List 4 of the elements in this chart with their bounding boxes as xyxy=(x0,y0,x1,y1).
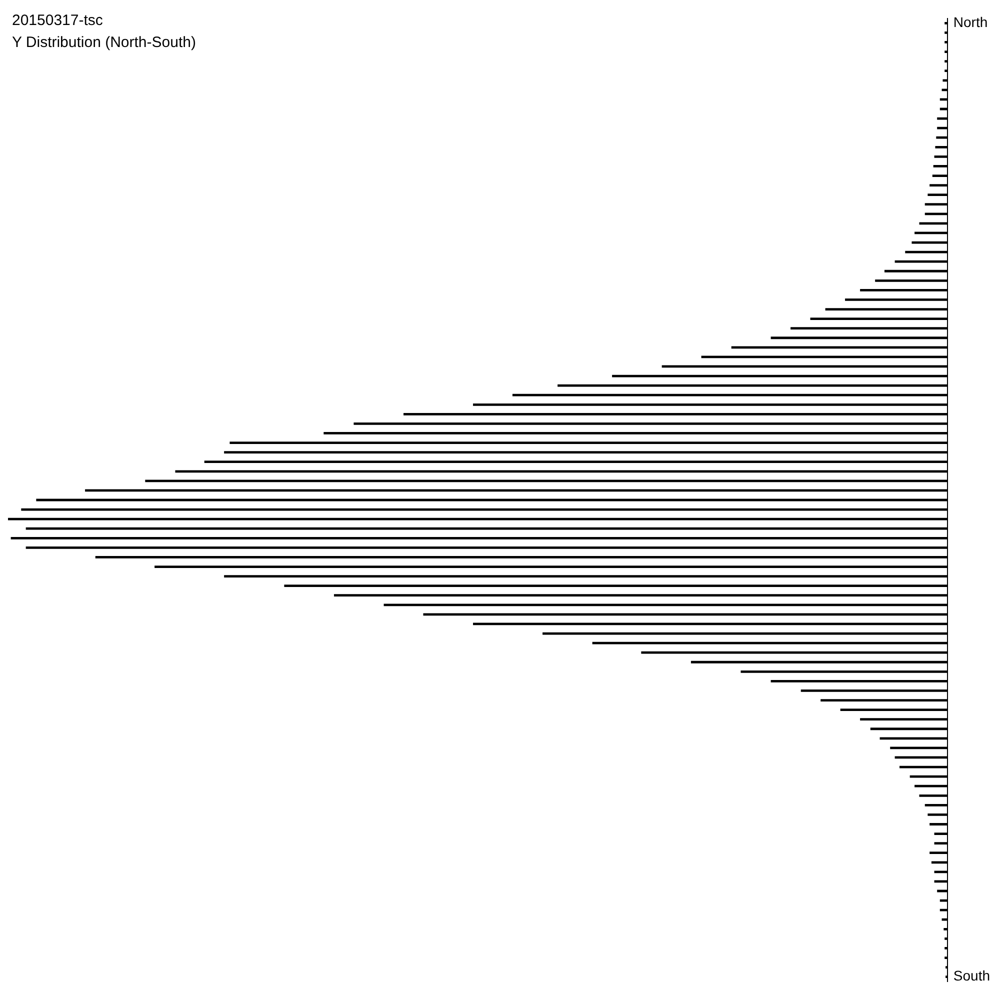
y-tick-label: North xyxy=(953,14,988,30)
chart-title: 20150317-tsc xyxy=(12,11,104,31)
y-tick-label: South xyxy=(953,968,990,984)
text: Y Distribution (North-South) xyxy=(12,33,196,53)
